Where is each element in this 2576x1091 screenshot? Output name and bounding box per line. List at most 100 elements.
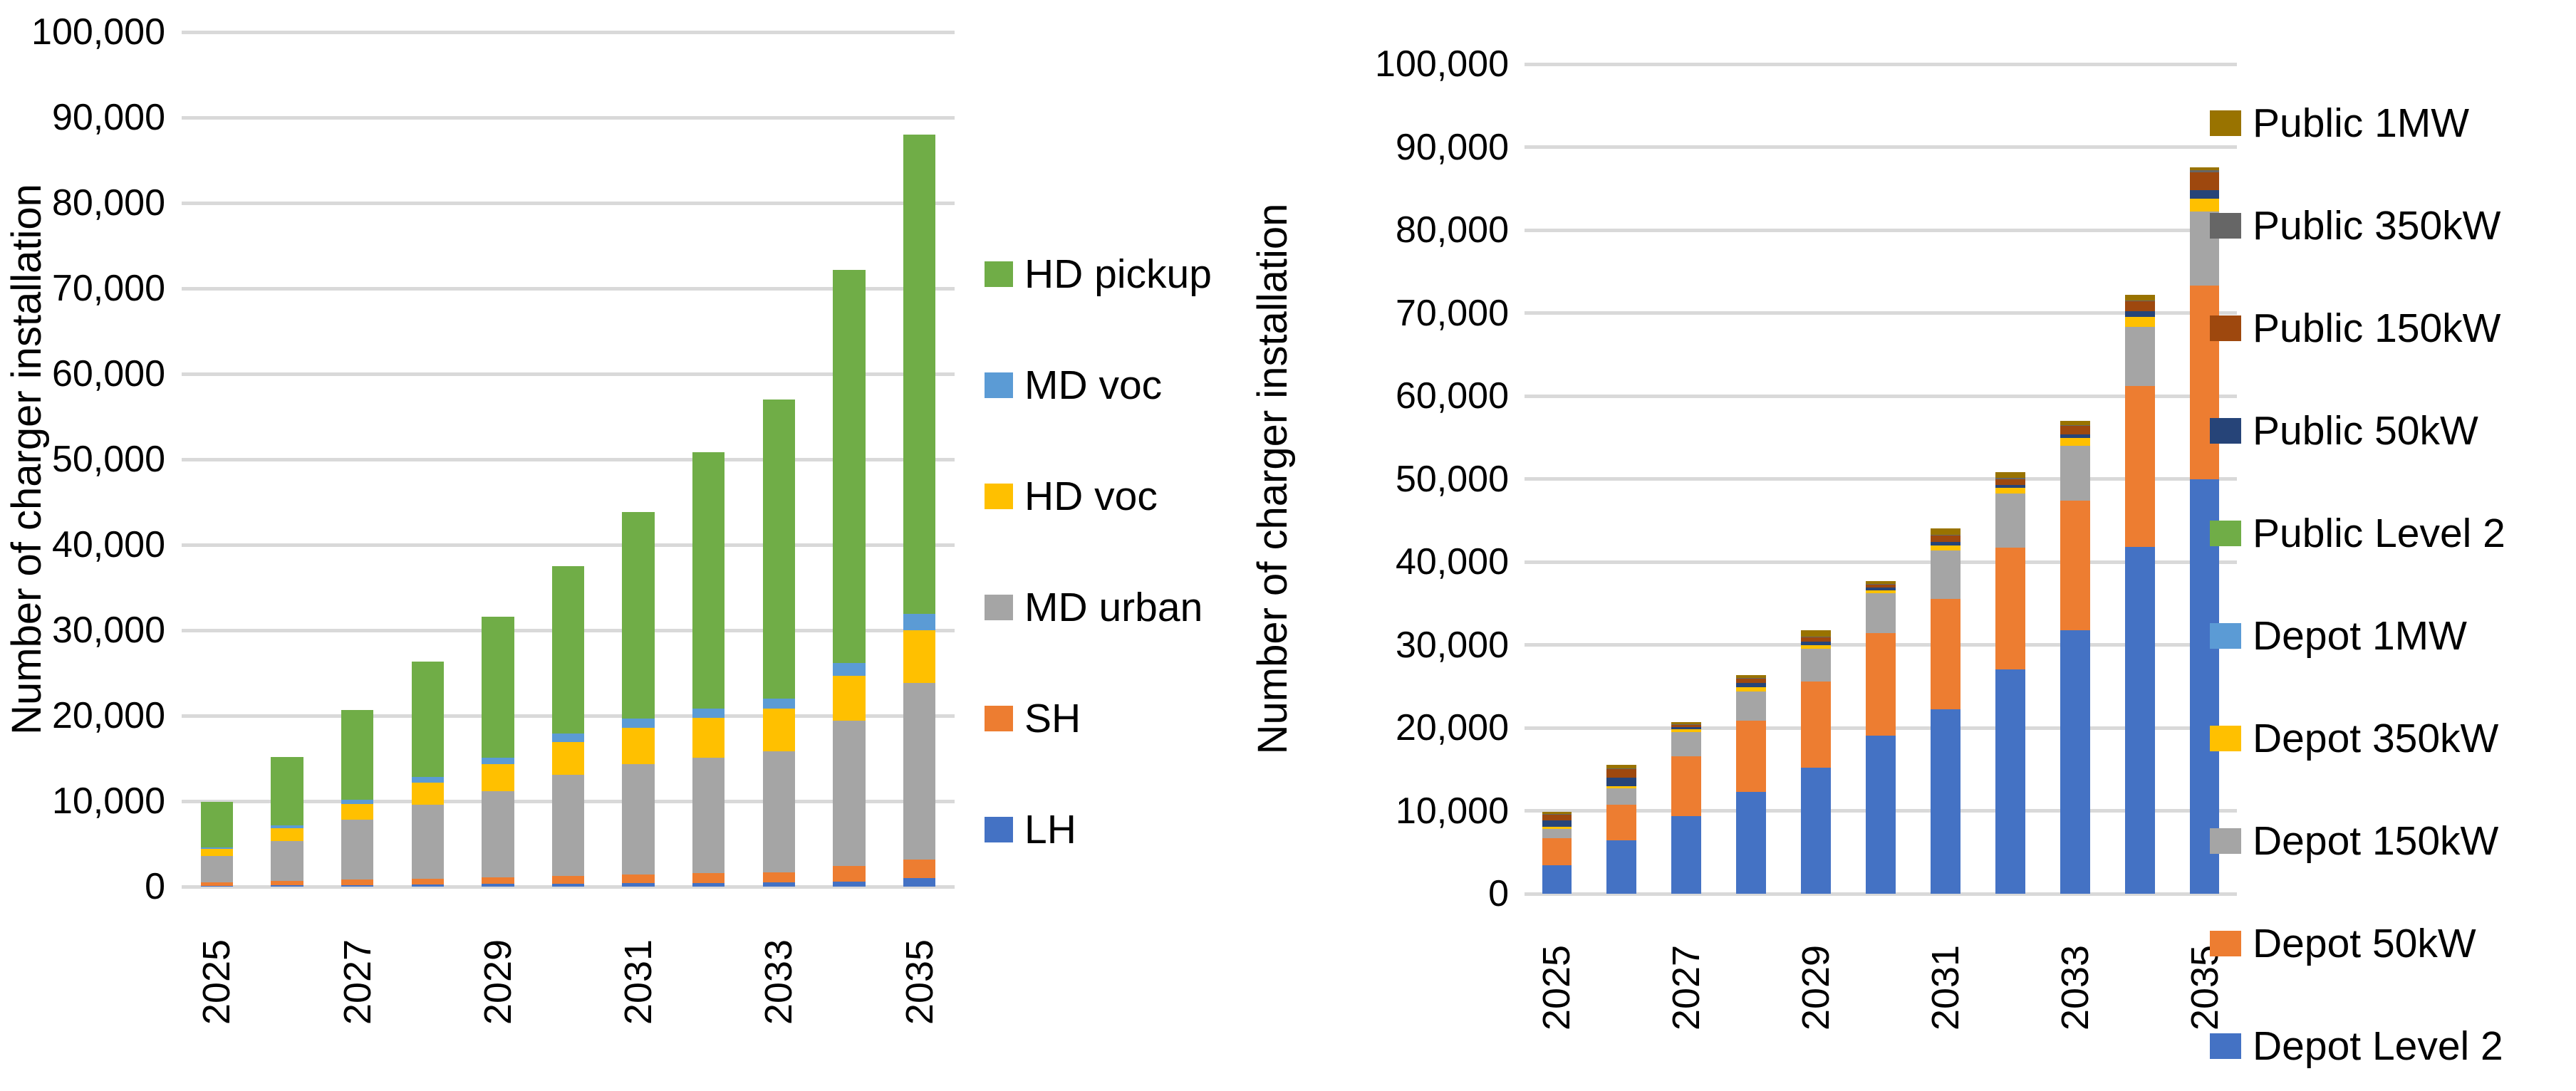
legend-label: MD voc <box>1024 362 1163 408</box>
bar-segment-public-150kw <box>1866 585 1896 588</box>
bar-segment-public-350kw <box>2189 170 2220 172</box>
bar-segment-hd-voc <box>692 718 725 758</box>
bar-segment-hd-pickup <box>622 512 655 719</box>
bar-segment-hd-voc <box>341 803 374 820</box>
gridline <box>182 543 955 547</box>
stacked-bar-2027 <box>341 709 374 887</box>
bar-slot-2028 <box>1719 64 1784 894</box>
x-tick-label-2033: 2033 <box>2053 944 2097 1031</box>
bar-segment-depot-50kw <box>1866 633 1896 736</box>
stacked-bar-2033 <box>2060 421 2090 894</box>
legend-item-hd-pickup: HD pickup <box>985 251 1212 298</box>
bar-segment-public-150kw <box>1736 679 1767 684</box>
stacked-bar-2028 <box>411 662 444 887</box>
left-chart: Number of charger installation 100,000 90… <box>0 0 1212 1091</box>
x-tick-slot-2035: 2035 <box>884 899 955 1080</box>
bar-segment-depot-level-2 <box>2124 547 2155 894</box>
legend-swatch-public-1mw <box>2210 110 2241 136</box>
bar-segment-hd-voc <box>903 630 936 684</box>
y-tick-label: 70,000 <box>1395 292 1509 334</box>
bar-slot-2034 <box>2107 64 2172 894</box>
bar-segment-depot-50kw <box>1801 681 1831 768</box>
x-tick-slot-2033: 2033 <box>744 899 814 1080</box>
legend-item-public-50kw: Public 50kW <box>2210 407 2505 454</box>
bar-segment-lh <box>551 883 585 887</box>
legend-label: HD voc <box>1024 474 1158 519</box>
bar-segment-depot-50kw <box>2124 386 2155 548</box>
bar-segment-md-voc <box>762 699 796 709</box>
x-tick-label-2025: 2025 <box>195 939 239 1025</box>
legend-label: Depot 50kW <box>2253 921 2476 966</box>
legend-swatch-hd-pickup <box>985 261 1013 287</box>
bar-segment-public-1mw <box>1801 630 1831 637</box>
bar-slot-2029 <box>463 32 534 887</box>
bar-segment-md-urban <box>200 855 233 883</box>
gridline <box>182 201 955 205</box>
bar-segment-depot-350kw <box>1866 590 1896 594</box>
stacked-bar-2031 <box>622 512 655 887</box>
bar-segment-public-350kw <box>2060 424 2090 426</box>
y-tick-label: 100,000 <box>31 11 165 53</box>
x-tick-label-2033: 2033 <box>757 939 801 1025</box>
bar-segment-md-urban <box>411 805 444 879</box>
x-tick-label-2029: 2029 <box>476 939 519 1025</box>
y-tick-label: 90,000 <box>51 97 165 138</box>
bar-segment-public-50kw <box>1542 820 1572 828</box>
bar-segment-public-50kw <box>1606 777 1637 786</box>
stacked-bar-2031 <box>1930 528 1960 894</box>
stacked-bar-2026 <box>1606 765 1637 894</box>
bar-segment-public-1mw <box>1542 811 1572 814</box>
legend-swatch-md-urban <box>985 595 1013 620</box>
bar-segment-depot-level-2 <box>1995 669 2025 894</box>
legend-label: Public 50kW <box>2253 408 2478 454</box>
bar-slot-2028 <box>393 32 463 887</box>
x-tick-slot-2031: 2031 <box>1913 906 1978 1084</box>
bar-segment-md-urban <box>903 683 936 860</box>
bar-segment-depot-150kw <box>1671 731 1702 756</box>
x-tick-slot-2026 <box>1589 906 1654 1084</box>
legend-item-depot-1mw: Depot 1MW <box>2210 612 2505 659</box>
legend-label: Depot Level 2 <box>2253 1023 2503 1069</box>
x-tick-slot-2030 <box>533 899 603 1080</box>
legend-item-public-level-2: Public Level 2 <box>2210 510 2505 557</box>
bar-segment-hd-pickup <box>482 616 514 758</box>
bar-segment-hd-pickup <box>411 662 444 778</box>
x-tick-slot-2026 <box>252 899 323 1080</box>
bar-segment-public-1mw <box>1606 765 1637 769</box>
bar-segment-lh <box>622 883 655 887</box>
right-y-axis-title: Number of charger installation <box>1250 203 1296 755</box>
x-tick-label-2025: 2025 <box>1535 944 1579 1031</box>
bar-segment-md-voc <box>341 799 374 804</box>
legend-swatch-depot-150kw <box>2210 828 2241 854</box>
bar-segment-depot-150kw <box>1930 550 1960 600</box>
x-tick-slot-2034 <box>2107 906 2172 1084</box>
bar-segment-depot-level-2 <box>1866 735 1896 894</box>
bar-segment-public-150kw <box>1606 769 1637 778</box>
legend-label: Depot 1MW <box>2253 613 2467 659</box>
x-tick-slot-2031: 2031 <box>603 899 674 1080</box>
bar-segment-md-voc <box>200 847 233 850</box>
legend-label: HD pickup <box>1024 251 1212 297</box>
bar-segment-depot-350kw <box>1671 729 1702 732</box>
x-tick-slot-2029: 2029 <box>463 899 534 1080</box>
right-legend: Public 1MW Public 350kW Public 150kW Public… <box>2210 100 2505 1070</box>
bar-segment-md-urban <box>341 820 374 880</box>
bar-segment-md-voc <box>692 708 725 719</box>
bar-segment-depot-level-2 <box>1930 709 1960 894</box>
x-tick-slot-2028 <box>1719 906 1784 1084</box>
gridline <box>182 457 955 461</box>
gridline <box>1525 892 2237 896</box>
legend-swatch-public-150kw <box>2210 315 2241 341</box>
bar-segment-public-350kw <box>1542 813 1572 815</box>
bar-segment-sh <box>271 881 303 886</box>
bar-segment-md-urban <box>833 721 866 867</box>
legend-item-public-150kw: Public 150kW <box>2210 305 2505 352</box>
bar-segment-depot-350kw <box>1542 827 1572 830</box>
bar-segment-depot-50kw <box>1671 756 1702 816</box>
bar-segment-public-50kw <box>1736 683 1767 687</box>
y-tick-label: 0 <box>1488 873 1509 914</box>
legend-swatch-depot-350kw <box>2210 726 2241 751</box>
gridline <box>1525 560 2237 564</box>
bar-segment-sh <box>692 873 725 883</box>
